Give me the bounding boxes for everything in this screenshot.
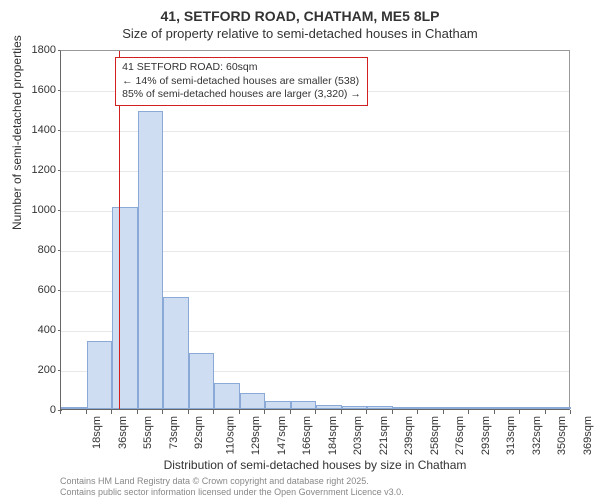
y-tick-label: 600 bbox=[38, 284, 56, 296]
y-tick-label: 1000 bbox=[32, 204, 56, 216]
x-tick-label: 55sqm bbox=[142, 416, 154, 449]
y-tick-label: 800 bbox=[38, 244, 56, 256]
x-tick-label: 166sqm bbox=[301, 416, 313, 455]
title-block: 41, SETFORD ROAD, CHATHAM, ME5 8LP Size … bbox=[0, 0, 600, 41]
histogram-bar bbox=[189, 353, 215, 409]
histogram-bar bbox=[265, 401, 291, 409]
footer-line-2: Contains public sector information licen… bbox=[60, 487, 404, 498]
x-tick-label: 92sqm bbox=[193, 416, 205, 449]
histogram-bar bbox=[546, 407, 572, 409]
x-tick-label: 147sqm bbox=[276, 416, 288, 455]
x-tick-label: 203sqm bbox=[352, 416, 364, 455]
x-tick-label: 369sqm bbox=[582, 416, 594, 455]
callout-box: 41 SETFORD ROAD: 60sqm ← 14% of semi-det… bbox=[115, 57, 368, 106]
y-tick-label: 1600 bbox=[32, 84, 56, 96]
x-tick-label: 129sqm bbox=[250, 416, 262, 455]
x-tick-label: 350sqm bbox=[556, 416, 568, 455]
histogram-bar bbox=[444, 407, 470, 409]
footer-line-1: Contains HM Land Registry data © Crown c… bbox=[60, 476, 404, 487]
y-axis-ticks: 020040060080010001200140016001800 bbox=[0, 50, 58, 410]
x-tick-label: 276sqm bbox=[454, 416, 466, 455]
chart-plot-area: 41 SETFORD ROAD: 60sqm ← 14% of semi-det… bbox=[60, 50, 570, 410]
histogram-bar bbox=[469, 407, 495, 409]
x-tick-label: 18sqm bbox=[91, 416, 103, 449]
histogram-bar bbox=[520, 407, 546, 409]
histogram-bar bbox=[163, 297, 189, 409]
histogram-bar bbox=[214, 383, 240, 409]
histogram-bar bbox=[316, 405, 342, 409]
x-tick-label: 184sqm bbox=[327, 416, 339, 455]
x-tick-label: 110sqm bbox=[224, 416, 236, 454]
x-tick-label: 258sqm bbox=[429, 416, 441, 455]
y-tick-label: 1400 bbox=[32, 124, 56, 136]
x-tick-label: 73sqm bbox=[168, 416, 180, 449]
y-tick-label: 400 bbox=[38, 324, 56, 336]
histogram-bar bbox=[393, 407, 419, 409]
histogram-bar bbox=[138, 111, 164, 409]
histogram-bar bbox=[367, 406, 393, 409]
x-axis-label: Distribution of semi-detached houses by … bbox=[60, 458, 570, 472]
histogram-bar bbox=[240, 393, 266, 409]
callout-line-3: 85% of semi-detached houses are larger (… bbox=[122, 88, 361, 102]
y-tick-label: 1800 bbox=[32, 44, 56, 56]
x-tick-label: 36sqm bbox=[117, 416, 129, 449]
y-tick-label: 200 bbox=[38, 364, 56, 376]
histogram-bar bbox=[87, 341, 113, 409]
x-tick-label: 313sqm bbox=[505, 416, 517, 455]
footer-attribution: Contains HM Land Registry data © Crown c… bbox=[60, 476, 404, 498]
histogram-bar bbox=[342, 406, 368, 409]
histogram-bar bbox=[418, 407, 444, 409]
chart-subtitle: Size of property relative to semi-detach… bbox=[0, 26, 600, 41]
x-tick-label: 332sqm bbox=[531, 416, 543, 455]
y-tick-label: 0 bbox=[50, 404, 56, 416]
callout-line-1: 41 SETFORD ROAD: 60sqm bbox=[122, 61, 361, 75]
x-tick-label: 293sqm bbox=[480, 416, 492, 455]
histogram-bar bbox=[61, 407, 87, 409]
callout-line-2: ← 14% of semi-detached houses are smalle… bbox=[122, 75, 361, 89]
x-tick-label: 239sqm bbox=[403, 416, 415, 455]
histogram-bar bbox=[495, 407, 521, 409]
x-tick-label: 221sqm bbox=[378, 416, 390, 455]
histogram-bar bbox=[291, 401, 317, 409]
histogram-bar bbox=[112, 207, 138, 409]
chart-title: 41, SETFORD ROAD, CHATHAM, ME5 8LP bbox=[0, 8, 600, 24]
y-tick-label: 1200 bbox=[32, 164, 56, 176]
